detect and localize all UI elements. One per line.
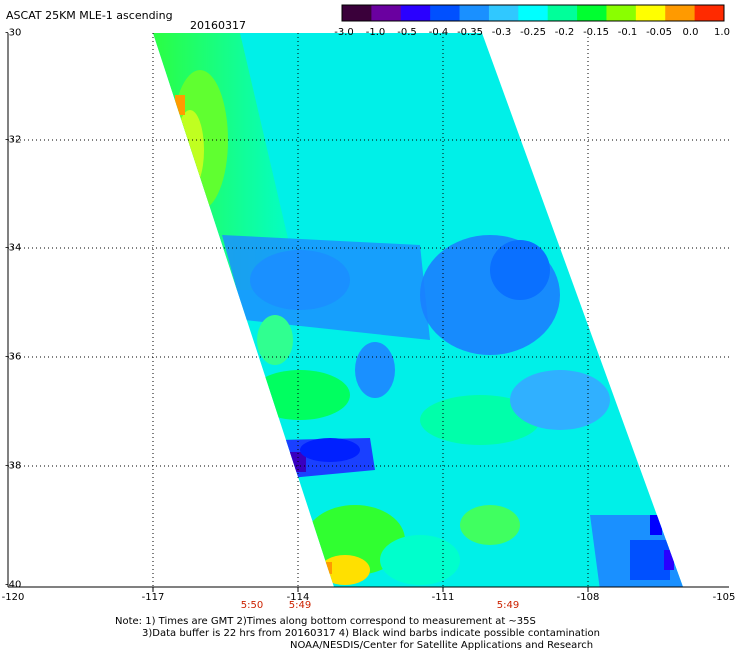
colorbar-tick-label: -0.25 <box>520 27 546 38</box>
lat-label: -34 <box>5 242 22 254</box>
lat-label: -36 <box>5 351 22 363</box>
time-label: 5:49 <box>496 600 520 611</box>
colorbar-segment <box>430 5 461 21</box>
colorbar <box>341 4 725 22</box>
lon-label: -105 <box>712 592 736 603</box>
colorbar-segment <box>371 5 402 21</box>
colorbar-segment <box>635 5 666 21</box>
lat-label: -40 <box>5 579 22 591</box>
wind-field-swath <box>153 33 683 587</box>
footnote-line-2: 3)Data buffer is 22 hrs from 20160317 4)… <box>142 628 600 639</box>
colorbar-tick-label: -1.0 <box>365 27 386 38</box>
axes-frame <box>7 33 729 592</box>
colorbar-segment <box>488 5 519 21</box>
colorbar-segment <box>665 5 696 21</box>
lon-label: -114 <box>286 592 310 603</box>
lon-label: -108 <box>576 592 600 603</box>
colorbar-segment <box>606 5 637 21</box>
map-date: 20160317 <box>190 19 246 32</box>
lon-label: -111 <box>431 592 455 603</box>
time-label: 5:50 <box>240 600 264 611</box>
colorbar-tick-label: -0.3 <box>491 27 512 38</box>
colorbar-tick-label: -0.5 <box>397 27 417 38</box>
colorbar-tick-label: -3.0 <box>334 27 354 38</box>
lat-label: -30 <box>5 27 22 39</box>
colorbar-segment <box>547 5 578 21</box>
colorbar-tick-label: -0.2 <box>554 27 575 38</box>
colorbar-tick-label: -0.35 <box>457 27 483 38</box>
lat-label: -38 <box>5 460 22 472</box>
colorbar-tick-label: -0.1 <box>617 27 638 38</box>
colorbar-segment <box>400 5 431 21</box>
colorbar-segment <box>694 5 725 21</box>
colorbar-tick-label: -0.4 <box>428 27 449 38</box>
colorbar-tick-label: -0.05 <box>646 27 672 38</box>
credit-line: NOAA/NESDIS/Center for Satellite Applica… <box>290 640 594 651</box>
colorbar-tick-label: 0.0 <box>682 27 699 38</box>
lat-label: -32 <box>5 134 22 146</box>
colorbar-tick-label: 1.0 <box>714 27 730 38</box>
colorbar-segment <box>518 5 549 21</box>
map-title: ASCAT 25KM MLE-1 ascending <box>6 9 173 22</box>
colorbar-tick-label: -0.15 <box>583 27 609 38</box>
colorbar-border <box>341 4 725 22</box>
lon-label: -120 <box>1 592 25 603</box>
lon-label: -117 <box>141 592 165 603</box>
colorbar-segment <box>342 5 372 21</box>
footnote-line-1: Note: 1) Times are GMT 2)Times along bot… <box>115 616 536 627</box>
time-label: 5:49 <box>288 600 312 611</box>
graticule <box>8 33 729 587</box>
colorbar-segment <box>459 5 490 21</box>
colorbar-segment <box>577 5 607 21</box>
